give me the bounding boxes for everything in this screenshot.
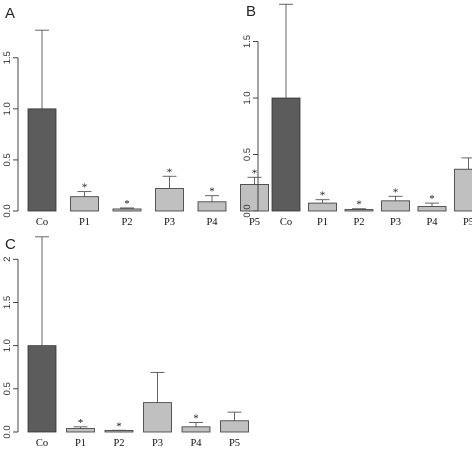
bar-p1 bbox=[66, 428, 95, 433]
bar-p1 bbox=[308, 202, 337, 212]
panel-label: A bbox=[5, 5, 15, 22]
x-tick-label: P2 bbox=[113, 438, 124, 449]
y-tick-label: 1.5 bbox=[2, 296, 13, 309]
x-tick-label: P3 bbox=[164, 217, 175, 228]
x-tick-label: P4 bbox=[206, 217, 218, 228]
significance-marker: * bbox=[209, 186, 215, 198]
chart-panel-c: C 0.0 0.5 1.0 1.5 2 Co * P1 * P2 P3 * P4 P5 bbox=[2, 236, 249, 449]
x-tick-label: P1 bbox=[79, 217, 90, 228]
x-tick-label: P5 bbox=[229, 438, 240, 449]
bar-p1 bbox=[70, 196, 99, 212]
bar-co bbox=[27, 108, 57, 212]
y-tick-label: 0.5 bbox=[242, 148, 253, 161]
significance-marker: * bbox=[124, 198, 130, 210]
significance-marker: * bbox=[252, 167, 258, 179]
y-tick-label: 0.5 bbox=[2, 153, 13, 166]
significance-marker: * bbox=[356, 199, 362, 211]
y-tick-label: 2 bbox=[2, 257, 13, 262]
chart-panel-b: B 0.0 0.5 1.0 1.5 Co * P1 * P2 * P3 * P4 P5 bbox=[242, 3, 472, 228]
x-tick-label: Co bbox=[36, 217, 48, 228]
bar-p4 bbox=[417, 206, 447, 212]
y-tick-label: 1.5 bbox=[2, 51, 13, 64]
y-tick-label: 0.0 bbox=[2, 425, 13, 438]
y-tick-label: 0.0 bbox=[242, 204, 253, 217]
y-tick-label: 1.0 bbox=[2, 102, 13, 115]
y-tick-label: 1.5 bbox=[242, 35, 253, 48]
significance-marker: * bbox=[82, 182, 88, 194]
x-tick-label: P3 bbox=[152, 438, 163, 449]
x-tick-label: P4 bbox=[426, 217, 438, 228]
y-tick-label: 0.0 bbox=[2, 204, 13, 217]
x-tick-label: Co bbox=[36, 438, 48, 449]
x-tick-label: P1 bbox=[317, 217, 328, 228]
x-tick-label: P1 bbox=[75, 438, 86, 449]
x-tick-label: P3 bbox=[390, 217, 401, 228]
y-tick-label: 1.0 bbox=[2, 339, 13, 352]
x-tick-label: P5 bbox=[249, 217, 260, 228]
significance-marker: * bbox=[320, 190, 326, 202]
bar-p3 bbox=[143, 402, 172, 433]
bar-p5 bbox=[240, 184, 269, 212]
significance-marker: * bbox=[167, 166, 173, 178]
chart-panel-a: A 0.0 0.5 1.0 1.5 Co * P1 * P2 * P3 * P4 * P5 bbox=[2, 5, 269, 228]
significance-marker: * bbox=[429, 193, 435, 205]
bar-co bbox=[27, 345, 57, 433]
panel-label: C bbox=[5, 236, 16, 253]
y-tick-label: 0.5 bbox=[2, 382, 13, 395]
x-tick-label: P2 bbox=[121, 217, 132, 228]
x-tick-label: P5 bbox=[463, 217, 472, 228]
panel-label: B bbox=[246, 3, 256, 20]
bar-p5 bbox=[220, 420, 249, 433]
x-tick-label: P2 bbox=[353, 217, 364, 228]
significance-marker: * bbox=[393, 186, 399, 198]
bar-p3 bbox=[155, 188, 184, 212]
bar-p3 bbox=[381, 200, 410, 212]
y-tick-label: 1.0 bbox=[242, 91, 253, 104]
bar-p4 bbox=[197, 201, 227, 212]
significance-marker: * bbox=[116, 420, 122, 432]
bar-p5 bbox=[454, 168, 472, 212]
bar-co bbox=[271, 97, 301, 212]
x-tick-label: Co bbox=[280, 217, 292, 228]
significance-marker: * bbox=[193, 413, 199, 425]
significance-marker: * bbox=[78, 417, 84, 429]
bar-p4 bbox=[181, 426, 211, 433]
x-tick-label: P4 bbox=[190, 438, 202, 449]
